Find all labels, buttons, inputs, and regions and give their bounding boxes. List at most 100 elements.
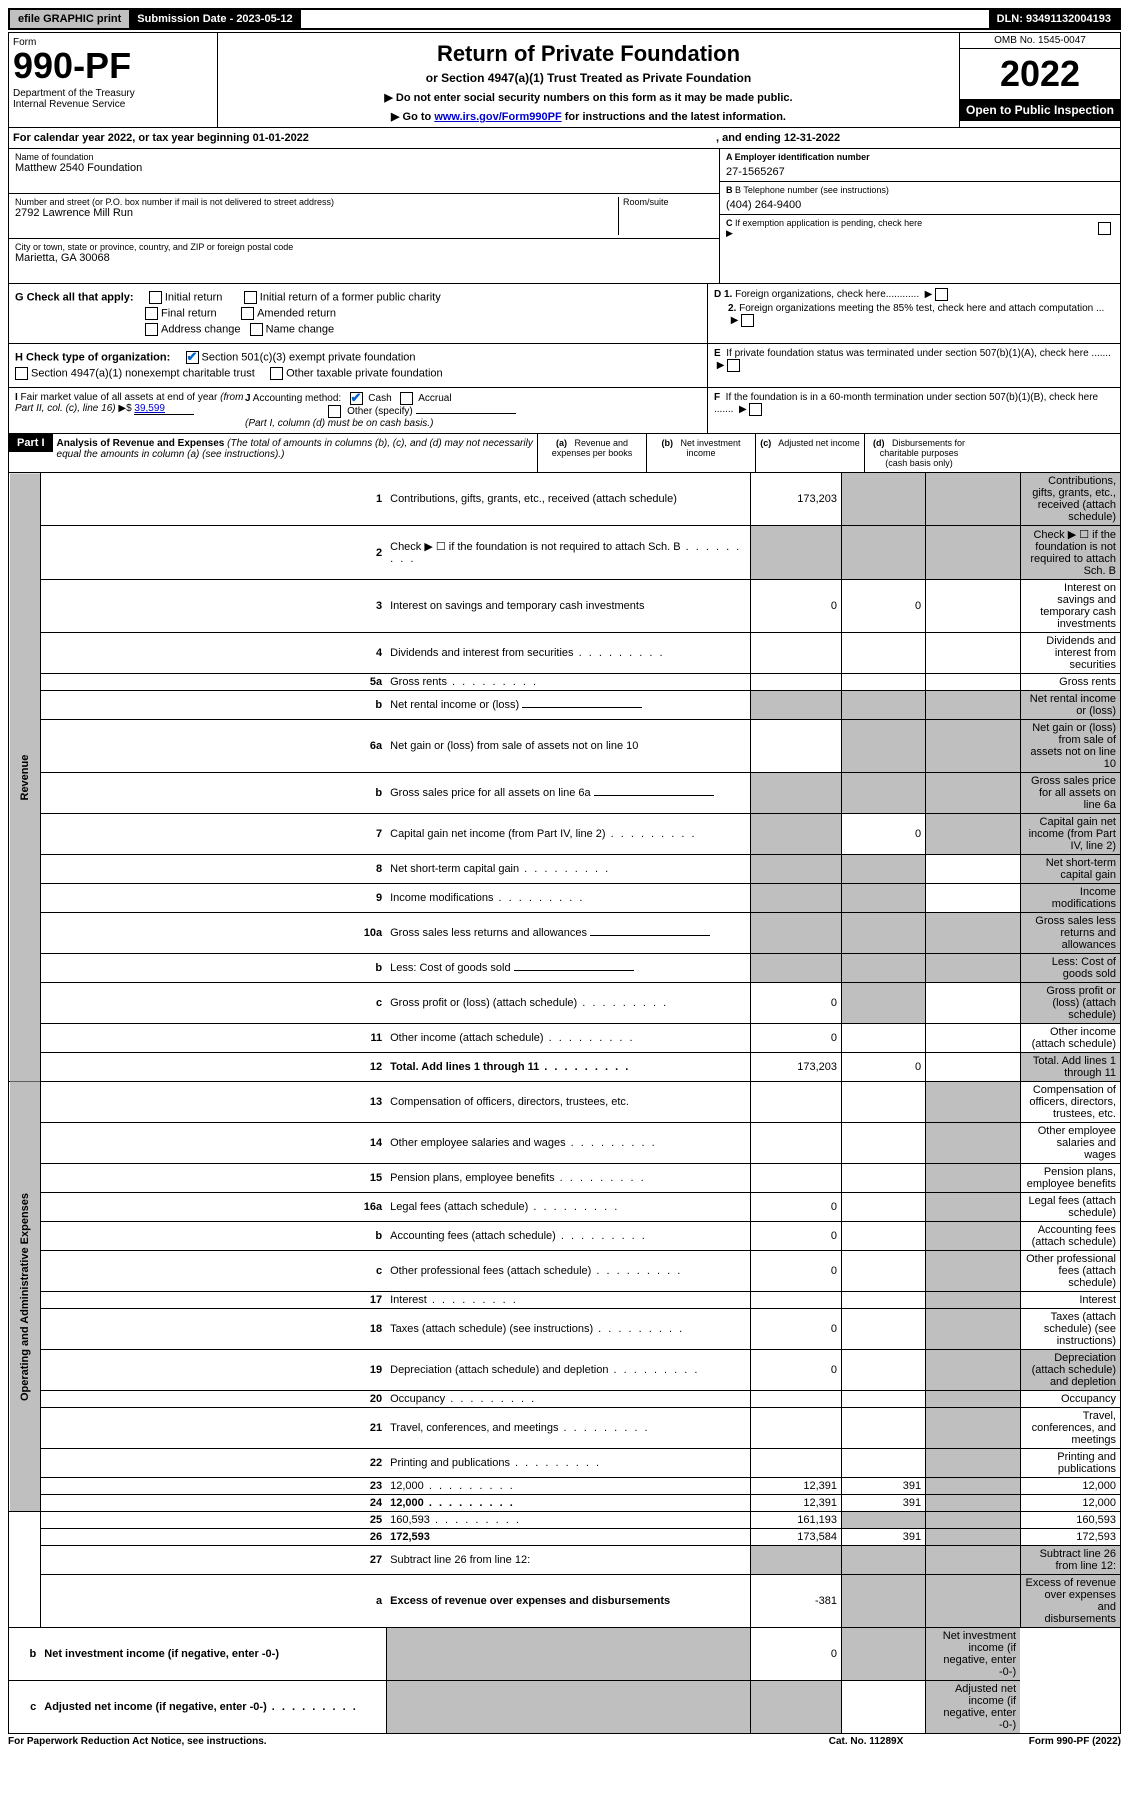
line-no: 11	[40, 1024, 386, 1053]
line-no: 8	[40, 855, 386, 884]
col-a-header: (a) Revenue and expenses per books	[537, 434, 646, 472]
line-desc: Dividends and interest from securities	[386, 633, 751, 674]
part1-header: Part I Analysis of Revenue and Expenses …	[8, 434, 1121, 473]
line-desc: Travel, conferences, and meetings	[386, 1408, 751, 1449]
val-d: Dividends and interest from securities	[1020, 633, 1120, 674]
foundation-name: Matthew 2540 Foundation	[15, 162, 713, 174]
j-accrual-checkbox[interactable]	[400, 392, 413, 405]
val-c	[926, 691, 1021, 720]
val-c	[926, 773, 1021, 814]
g-initial-former-checkbox[interactable]	[244, 291, 257, 304]
line-desc: 160,593	[386, 1512, 751, 1529]
g-name-checkbox[interactable]	[250, 323, 263, 336]
note-1: ▶ Do not enter social security numbers o…	[238, 91, 939, 104]
line-desc: Gross sales less returns and allowances	[386, 913, 751, 954]
ein-label: A Employer identification number	[726, 152, 1114, 162]
line-no: 9	[40, 884, 386, 913]
val-c	[926, 1164, 1021, 1193]
val-d: Gross sales less returns and allowances	[1020, 913, 1120, 954]
e-checkbox[interactable]	[727, 359, 740, 372]
val-d: Check ▶ ☐ if the foundation is not requi…	[1020, 526, 1120, 580]
val-b: 391	[841, 1495, 925, 1512]
form-subtitle: or Section 4947(a)(1) Trust Treated as P…	[238, 71, 939, 85]
val-c	[926, 884, 1021, 913]
j-other-checkbox[interactable]	[328, 405, 341, 418]
d1-checkbox[interactable]	[935, 288, 948, 301]
val-d: Net gain or (loss) from sale of assets n…	[1020, 720, 1120, 773]
city: Marietta, GA 30068	[15, 252, 713, 264]
val-a	[751, 1449, 842, 1478]
i-section: I Fair market value of all assets at end…	[15, 392, 245, 429]
line-desc: Contributions, gifts, grants, etc., rece…	[386, 473, 751, 526]
val-c	[926, 1575, 1021, 1628]
f-checkbox[interactable]	[749, 403, 762, 416]
val-b	[841, 1193, 925, 1222]
footer: For Paperwork Reduction Act Notice, see …	[8, 1734, 1121, 1747]
val-c	[841, 1681, 925, 1734]
val-d: Other employee salaries and wages	[1020, 1123, 1120, 1164]
h-501c3-checkbox[interactable]	[186, 351, 199, 364]
h-label: H Check type of organization:	[15, 351, 170, 363]
line-no: 5a	[40, 674, 386, 691]
val-d: Subtract line 26 from line 12:	[1020, 1546, 1120, 1575]
c-checkbox[interactable]	[1098, 222, 1111, 235]
line-no: c	[40, 983, 386, 1024]
checks-h-e: H Check type of organization: Section 50…	[8, 344, 1121, 388]
line-no: 6a	[40, 720, 386, 773]
g-amended-checkbox[interactable]	[241, 307, 254, 320]
val-d: Gross rents	[1020, 674, 1120, 691]
val-d: Interest on savings and temporary cash i…	[1020, 580, 1120, 633]
val-d: Depreciation (attach schedule) and deple…	[1020, 1350, 1120, 1391]
val-a	[751, 1408, 842, 1449]
val-b	[841, 633, 925, 674]
val-a	[386, 1628, 751, 1681]
checks-g-d: G Check all that apply: Initial return I…	[8, 284, 1121, 344]
fmv-value[interactable]: 39,599	[134, 403, 194, 415]
val-a: 0	[751, 1350, 842, 1391]
j-section: J Accounting method: Cash Accrual Other …	[245, 392, 701, 429]
val-b	[841, 526, 925, 580]
val-c	[926, 473, 1021, 526]
d2-checkbox[interactable]	[741, 314, 754, 327]
val-a	[386, 1681, 751, 1734]
line-no: 1	[40, 473, 386, 526]
val-a	[751, 1292, 842, 1309]
line-no: 22	[40, 1449, 386, 1478]
val-c	[926, 580, 1021, 633]
entity-section: Name of foundation Matthew 2540 Foundati…	[8, 149, 1121, 284]
val-b	[841, 1449, 925, 1478]
val-a: 0	[751, 1251, 842, 1292]
note-2: ▶ Go to www.irs.gov/Form990PF for instru…	[238, 110, 939, 123]
val-b	[841, 1251, 925, 1292]
val-c	[926, 1512, 1021, 1529]
val-a	[751, 1391, 842, 1408]
val-b	[841, 1575, 925, 1628]
g-initial-checkbox[interactable]	[149, 291, 162, 304]
val-a: 173,203	[751, 473, 842, 526]
line-no: 27	[40, 1546, 386, 1575]
g-label: G Check all that apply:	[15, 291, 134, 303]
val-a	[751, 1082, 842, 1123]
val-a: 0	[751, 580, 842, 633]
val-c	[926, 720, 1021, 773]
line-no: 25	[40, 1512, 386, 1529]
g-final-checkbox[interactable]	[145, 307, 158, 320]
val-d: Adjusted net income (if negative, enter …	[926, 1681, 1021, 1734]
j-cash-checkbox[interactable]	[350, 392, 363, 405]
val-d: Accounting fees (attach schedule)	[1020, 1222, 1120, 1251]
footer-mid: Cat. No. 11289X	[791, 1736, 941, 1747]
val-a	[751, 1546, 842, 1575]
instructions-link[interactable]: www.irs.gov/Form990PF	[434, 111, 561, 123]
val-d: 172,593	[1020, 1529, 1120, 1546]
val-a: 0	[751, 1309, 842, 1350]
line-desc: Taxes (attach schedule) (see instruction…	[386, 1309, 751, 1350]
h-4947-checkbox[interactable]	[15, 367, 28, 380]
c-label: C If exemption application is pending, c…	[726, 218, 1098, 239]
val-c	[926, 855, 1021, 884]
val-c	[926, 1251, 1021, 1292]
h-other-checkbox[interactable]	[270, 367, 283, 380]
line-no: 26	[40, 1529, 386, 1546]
footer-right: Form 990-PF (2022)	[941, 1736, 1121, 1747]
g-address-checkbox[interactable]	[145, 323, 158, 336]
val-a	[751, 773, 842, 814]
